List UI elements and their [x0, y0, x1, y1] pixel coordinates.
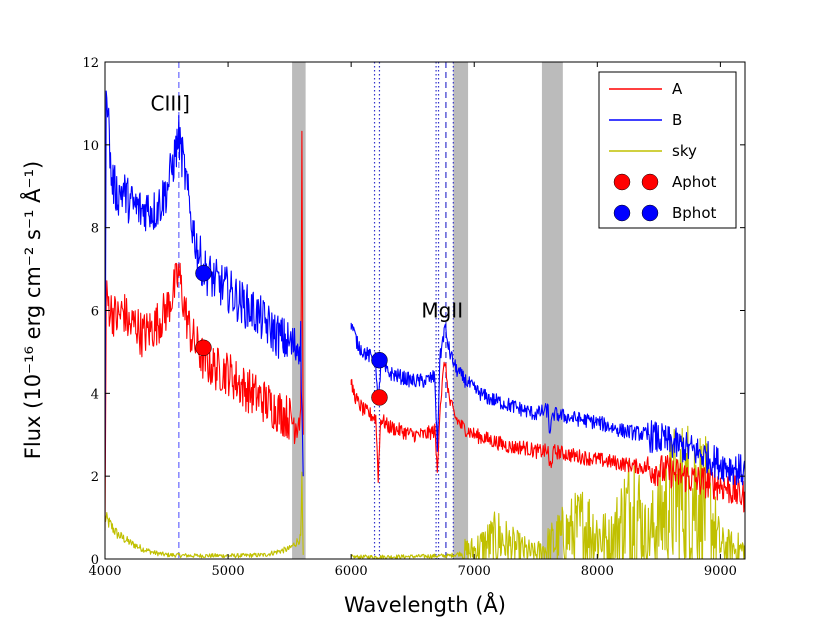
- legend-label-sky: sky: [672, 142, 697, 160]
- x-tick-label: 4000: [88, 564, 121, 579]
- x-tick-label: 7000: [458, 564, 491, 579]
- legend-swatch-Aphot: [641, 173, 659, 191]
- shaded-band: [541, 62, 563, 559]
- x-tick-label: 8000: [581, 564, 614, 579]
- photometry-markers: [195, 264, 388, 406]
- legend-label-Aphot: Aphot: [672, 173, 716, 191]
- axis-ticks: 4000 5000 6000 7000 8000 9000 0 2 4 6 8 10 12: [82, 56, 745, 579]
- shaded-band: [453, 62, 469, 559]
- annotation: CIII]: [150, 91, 189, 115]
- y-axis-label: Flux (10⁻¹⁶ erg cm⁻² s⁻¹ Å⁻¹): [19, 161, 45, 459]
- legend-label-A: A: [672, 80, 683, 98]
- y-tick-label: 12: [82, 56, 99, 71]
- legend-swatch-Bphot: [613, 204, 631, 222]
- annotations: CIII] MgII: [150, 91, 463, 322]
- legend-swatch-Bphot: [641, 204, 659, 222]
- x-tick-label: 6000: [335, 564, 368, 579]
- x-tick-label: 5000: [212, 564, 245, 579]
- marker-Aphot: [195, 339, 212, 357]
- y-tick-label: 0: [91, 553, 99, 568]
- y-tick-label: 8: [91, 222, 99, 237]
- y-tick-label: 10: [82, 139, 99, 154]
- annotation: MgII: [421, 299, 463, 323]
- legend-label-Bphot: Bphot: [672, 204, 716, 222]
- legend-swatch-Aphot: [613, 173, 631, 191]
- y-tick-label: 2: [91, 470, 99, 485]
- series-line-sky: [105, 425, 745, 559]
- legend-box: [598, 71, 737, 229]
- x-axis-label: Wavelength (Å): [344, 591, 506, 617]
- y-tick-label: 6: [91, 305, 99, 320]
- marker-Bphot: [195, 264, 212, 282]
- x-tick-label: 9000: [704, 564, 737, 579]
- marker-Bphot: [371, 351, 388, 369]
- shaded-band: [292, 62, 306, 559]
- series-line-B: [105, 90, 745, 486]
- legend-label-B: B: [672, 111, 682, 129]
- y-tick-label: 4: [91, 387, 99, 402]
- marker-Aphot: [371, 389, 388, 406]
